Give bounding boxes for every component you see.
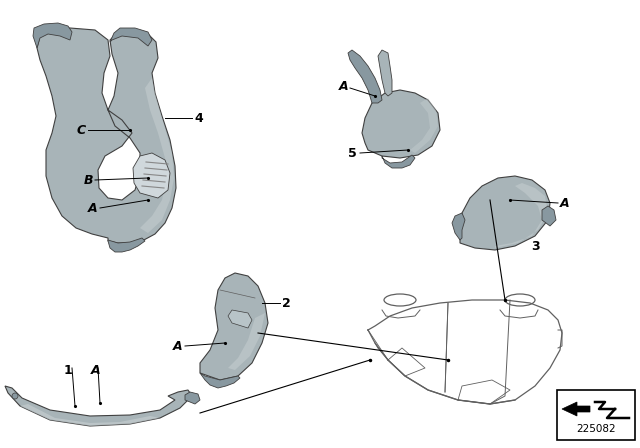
- Polygon shape: [228, 313, 265, 370]
- Polygon shape: [200, 373, 240, 388]
- Text: B: B: [83, 173, 93, 186]
- Circle shape: [12, 393, 18, 399]
- Text: 1: 1: [63, 364, 72, 377]
- Polygon shape: [5, 386, 192, 426]
- Polygon shape: [378, 50, 392, 96]
- Polygon shape: [33, 23, 72, 48]
- Text: A: A: [91, 364, 101, 377]
- Text: 3: 3: [531, 240, 540, 253]
- Polygon shape: [362, 90, 440, 158]
- Text: 225082: 225082: [576, 424, 616, 434]
- Polygon shape: [108, 238, 145, 252]
- Polygon shape: [133, 153, 170, 198]
- Polygon shape: [200, 273, 268, 380]
- Text: A: A: [560, 197, 570, 210]
- Text: A: A: [339, 79, 348, 92]
- Text: C: C: [77, 124, 86, 137]
- Text: 2: 2: [282, 297, 291, 310]
- Polygon shape: [410, 98, 438, 153]
- Text: A: A: [88, 202, 97, 215]
- Polygon shape: [542, 206, 556, 226]
- Polygon shape: [458, 176, 550, 250]
- Polygon shape: [228, 310, 252, 328]
- Polygon shape: [110, 28, 152, 46]
- Polygon shape: [37, 28, 176, 243]
- Polygon shape: [382, 155, 415, 168]
- FancyBboxPatch shape: [557, 390, 635, 440]
- Polygon shape: [348, 50, 382, 103]
- Polygon shape: [495, 183, 548, 248]
- Polygon shape: [452, 213, 465, 240]
- Text: 5: 5: [348, 146, 357, 159]
- Polygon shape: [140, 78, 174, 233]
- Polygon shape: [185, 392, 200, 404]
- Polygon shape: [20, 404, 160, 426]
- Polygon shape: [562, 402, 590, 416]
- Text: 4: 4: [194, 112, 203, 125]
- Text: A: A: [172, 340, 182, 353]
